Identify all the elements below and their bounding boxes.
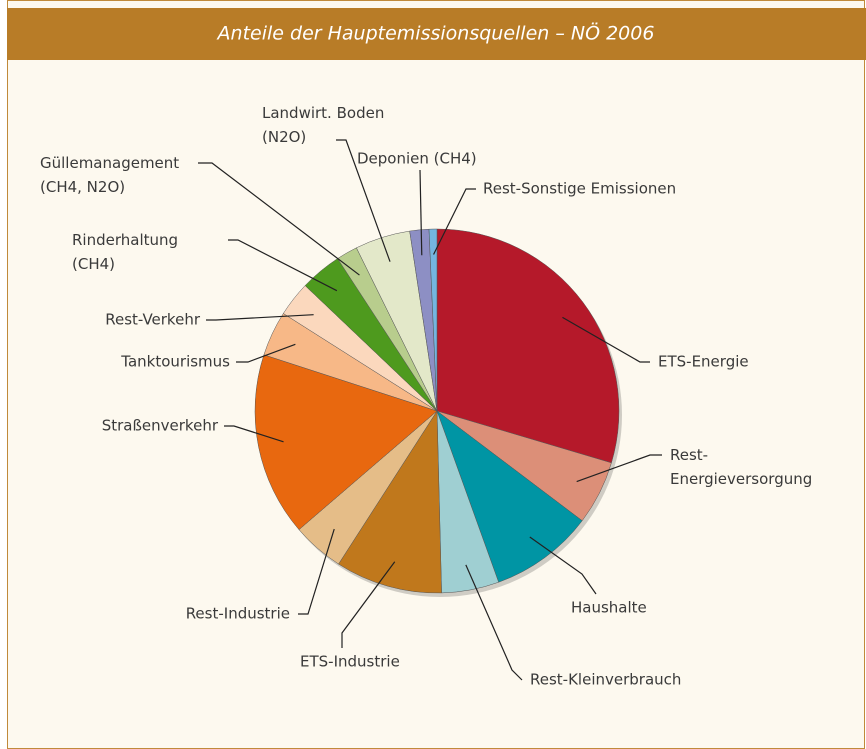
pie-slice	[254, 354, 438, 530]
pie-slice	[436, 410, 583, 583]
slice-label: Landwirt. Boden (N2O)	[262, 104, 384, 146]
slice-label: Haushalte	[571, 599, 647, 617]
slice-label: Rinderhaltung (CH4)	[72, 231, 178, 273]
leader-line	[576, 454, 662, 483]
slice-label: ETS-Industrie	[300, 653, 400, 671]
leader-line	[433, 188, 476, 255]
slice-label: Rest-Kleinverbrauch	[530, 671, 681, 689]
leader-line	[228, 239, 338, 292]
slice-label: Deponien (CH4)	[357, 150, 477, 168]
slice-label: Straßenverkehr	[102, 417, 219, 435]
slice-label: Rest-Verkehr	[105, 311, 201, 329]
leader-line	[341, 561, 396, 648]
leader-line	[236, 343, 296, 363]
leader-line	[298, 528, 335, 615]
pie-slice	[338, 410, 442, 594]
slice-label: Rest-Energieversorgung	[670, 446, 812, 488]
chart-title: Anteile der Hauptemissionsquellen – NÖ 2…	[216, 22, 655, 45]
leader-line	[224, 425, 284, 443]
leader-line	[336, 139, 391, 262]
slice-label: ETS-Energie	[658, 353, 749, 371]
leader-line	[419, 169, 423, 256]
leader-line	[562, 316, 650, 363]
leader-line	[529, 536, 597, 595]
leader-line	[206, 314, 314, 321]
leader-line	[198, 162, 360, 276]
leader-line	[465, 564, 523, 681]
pie-slice	[428, 228, 438, 412]
header-bar	[7, 8, 866, 60]
slice-label: Tanktourismus	[120, 353, 230, 371]
slice-label: Rest-Industrie	[186, 605, 290, 623]
slice-label: Güllemanagement (CH4, N2O)	[40, 154, 179, 196]
pie-slice	[436, 228, 620, 464]
slice-label: Rest-Sonstige Emissionen	[483, 180, 676, 198]
